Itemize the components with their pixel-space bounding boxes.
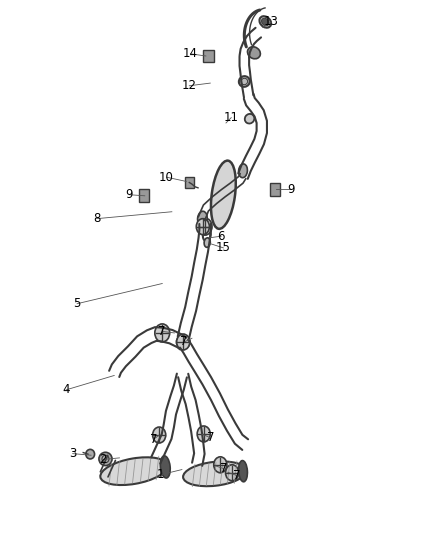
Circle shape xyxy=(155,324,170,342)
Ellipse shape xyxy=(239,76,250,87)
Ellipse shape xyxy=(211,160,236,229)
Ellipse shape xyxy=(160,456,170,478)
Circle shape xyxy=(198,218,212,235)
Text: 7: 7 xyxy=(233,469,240,482)
Text: 12: 12 xyxy=(182,79,197,92)
Ellipse shape xyxy=(100,457,167,485)
Ellipse shape xyxy=(247,47,260,59)
Circle shape xyxy=(197,426,210,442)
Bar xyxy=(185,177,194,188)
Circle shape xyxy=(177,334,190,350)
Text: 9: 9 xyxy=(287,183,295,196)
Text: 15: 15 xyxy=(216,241,231,254)
Text: 7: 7 xyxy=(180,335,188,349)
Text: 14: 14 xyxy=(183,47,198,60)
Ellipse shape xyxy=(239,461,247,482)
Ellipse shape xyxy=(99,453,112,466)
Text: 10: 10 xyxy=(159,171,174,184)
Text: 1: 1 xyxy=(156,469,164,481)
Text: 13: 13 xyxy=(264,15,279,28)
Text: 7: 7 xyxy=(219,462,227,475)
Circle shape xyxy=(152,427,166,443)
Text: 9: 9 xyxy=(126,188,133,201)
Ellipse shape xyxy=(204,238,210,247)
Text: 6: 6 xyxy=(217,230,225,243)
Text: 7: 7 xyxy=(150,433,157,446)
Text: 7: 7 xyxy=(159,325,166,338)
Circle shape xyxy=(214,457,227,473)
Circle shape xyxy=(226,465,239,481)
Text: 5: 5 xyxy=(74,297,81,310)
Ellipse shape xyxy=(239,164,247,177)
Text: 8: 8 xyxy=(93,212,100,225)
Ellipse shape xyxy=(259,16,271,28)
Ellipse shape xyxy=(177,335,190,349)
Text: 3: 3 xyxy=(69,447,76,460)
Bar xyxy=(270,183,280,196)
Ellipse shape xyxy=(198,211,207,226)
Bar xyxy=(203,50,214,62)
Circle shape xyxy=(196,219,209,235)
Text: 7: 7 xyxy=(207,431,214,444)
Bar xyxy=(139,189,149,202)
Ellipse shape xyxy=(261,18,269,26)
Text: 11: 11 xyxy=(224,111,239,124)
Ellipse shape xyxy=(86,449,95,459)
Text: 2: 2 xyxy=(99,453,107,466)
Text: 4: 4 xyxy=(63,383,70,397)
Ellipse shape xyxy=(245,114,254,124)
Ellipse shape xyxy=(183,462,246,486)
